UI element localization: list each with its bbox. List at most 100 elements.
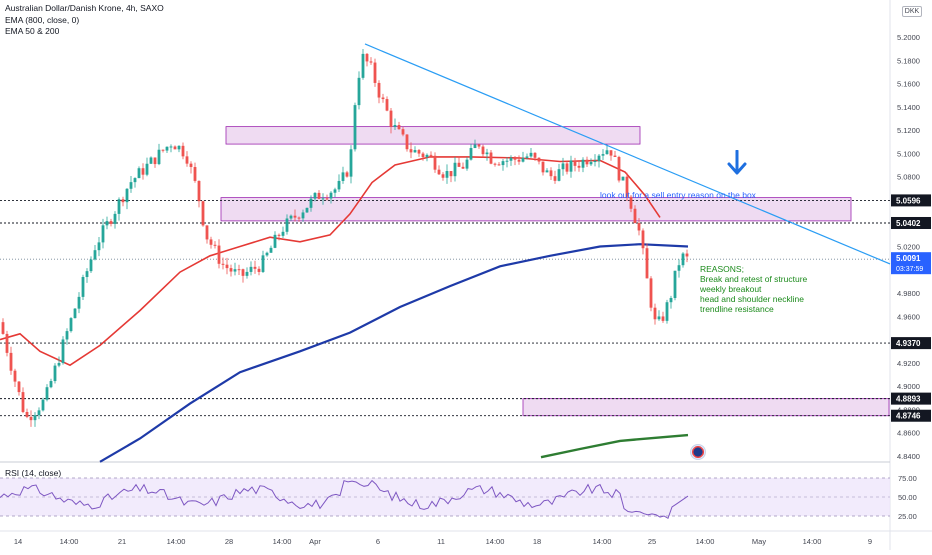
candle-body (373, 62, 377, 83)
price-tick-label: 5.1400 (897, 103, 920, 112)
candle-body (169, 146, 173, 148)
candle-body (313, 192, 317, 199)
candle-body (317, 192, 321, 199)
rsi-legend[interactable]: RSI (14, close) (5, 468, 62, 478)
candle-body (449, 171, 453, 177)
candle-body (221, 263, 225, 265)
candle-body (493, 163, 497, 165)
time-tick-label: 14:00 (273, 537, 292, 546)
sell-entry-note[interactable]: look out for a sell entry reason on the … (600, 190, 756, 200)
candle-body (77, 296, 81, 309)
price-tick-label: 5.2000 (897, 33, 920, 42)
candle-body (393, 125, 397, 127)
time-tick-label: 18 (533, 537, 541, 546)
time-tick-label: 14:00 (486, 537, 505, 546)
candle-body (89, 259, 93, 272)
candle-body (149, 157, 153, 164)
candle-body (649, 278, 653, 308)
level-label: 5.0596 (896, 196, 921, 205)
currency-badge[interactable]: DKK (902, 6, 922, 17)
ema-800-label[interactable]: EMA (800, close, 0) (5, 14, 80, 25)
price-tick-label: 5.1600 (897, 80, 920, 89)
time-tick-label: 25 (648, 537, 656, 546)
candle-body (21, 392, 25, 412)
candle-body (673, 270, 677, 299)
candle-body (437, 169, 441, 175)
candle-body (209, 239, 213, 245)
candle-body (645, 248, 649, 279)
candle-body (53, 365, 57, 382)
reasons-line: trendline resistance (700, 304, 774, 314)
trendline (364, 43, 891, 265)
down-arrow-icon[interactable] (727, 150, 747, 176)
level-label-bg (891, 392, 931, 405)
ema-50-200-label[interactable]: EMA 50 & 200 (5, 26, 60, 36)
candle-body (641, 230, 645, 249)
time-tick-label: 14:00 (593, 537, 612, 546)
candle-body (105, 221, 109, 226)
candle-body (573, 160, 577, 166)
candle-body (205, 225, 209, 240)
candle-body (109, 221, 113, 224)
reasons-note[interactable]: REASONS; Break and retest of structure w… (700, 264, 807, 314)
candle-body (125, 188, 129, 203)
candle-body (193, 167, 197, 181)
candle-body (69, 318, 73, 332)
candle-body (657, 316, 661, 320)
candle-body (429, 154, 433, 156)
candle-body (417, 150, 421, 154)
candle-body (269, 247, 273, 253)
candle-body (117, 199, 121, 214)
time-tick-label: 11 (437, 537, 445, 546)
candle-body (613, 155, 617, 157)
candle-body (97, 242, 101, 251)
candle-body (381, 97, 385, 100)
candle-body (289, 215, 293, 219)
level-label: 4.9370 (896, 339, 921, 348)
candle-body (181, 145, 185, 157)
candle-body (261, 255, 265, 272)
candle-body (537, 157, 541, 162)
candle-body (533, 152, 537, 158)
time-tick-label: 6 (376, 537, 380, 546)
candle-body (637, 223, 641, 231)
ema-50-line (0, 156, 661, 367)
candle-body (245, 271, 249, 276)
time-tick-label: 14:00 (803, 537, 822, 546)
candle-body (233, 269, 237, 272)
flag-event-icon[interactable] (690, 444, 706, 460)
time-tick-label: 28 (225, 537, 233, 546)
candle-body (461, 166, 465, 169)
candle-body (481, 146, 485, 155)
candle-body (321, 198, 325, 200)
candle-body (141, 168, 145, 175)
symbol-title[interactable]: Australian Dollar/Danish Krone, 4h, SAXO (5, 3, 164, 13)
candle-body (81, 277, 85, 297)
candle-body (465, 159, 469, 169)
time-tick-label: 14 (14, 537, 22, 546)
candle-body (49, 381, 53, 388)
candle-body (629, 196, 633, 209)
ema-800-line (540, 433, 689, 459)
candle-body (653, 307, 657, 320)
candle-body (73, 308, 77, 319)
candle-body (377, 82, 381, 98)
candle-body (621, 176, 625, 181)
candle-body (61, 339, 65, 363)
candle-body (361, 53, 365, 78)
candle-body (541, 161, 545, 173)
candle-body (13, 370, 17, 382)
candle-body (565, 163, 569, 172)
rsi-tick-label: 50.00 (898, 493, 917, 502)
candle-body (357, 77, 361, 106)
candle-body (513, 157, 517, 160)
time-tick-label: Apr (309, 537, 321, 546)
candle-body (617, 156, 621, 181)
candle-body (433, 155, 437, 170)
candle-body (585, 159, 589, 165)
price-tick-label: 4.8600 (897, 429, 920, 438)
candle-body (365, 53, 369, 62)
candle-body (385, 99, 389, 111)
